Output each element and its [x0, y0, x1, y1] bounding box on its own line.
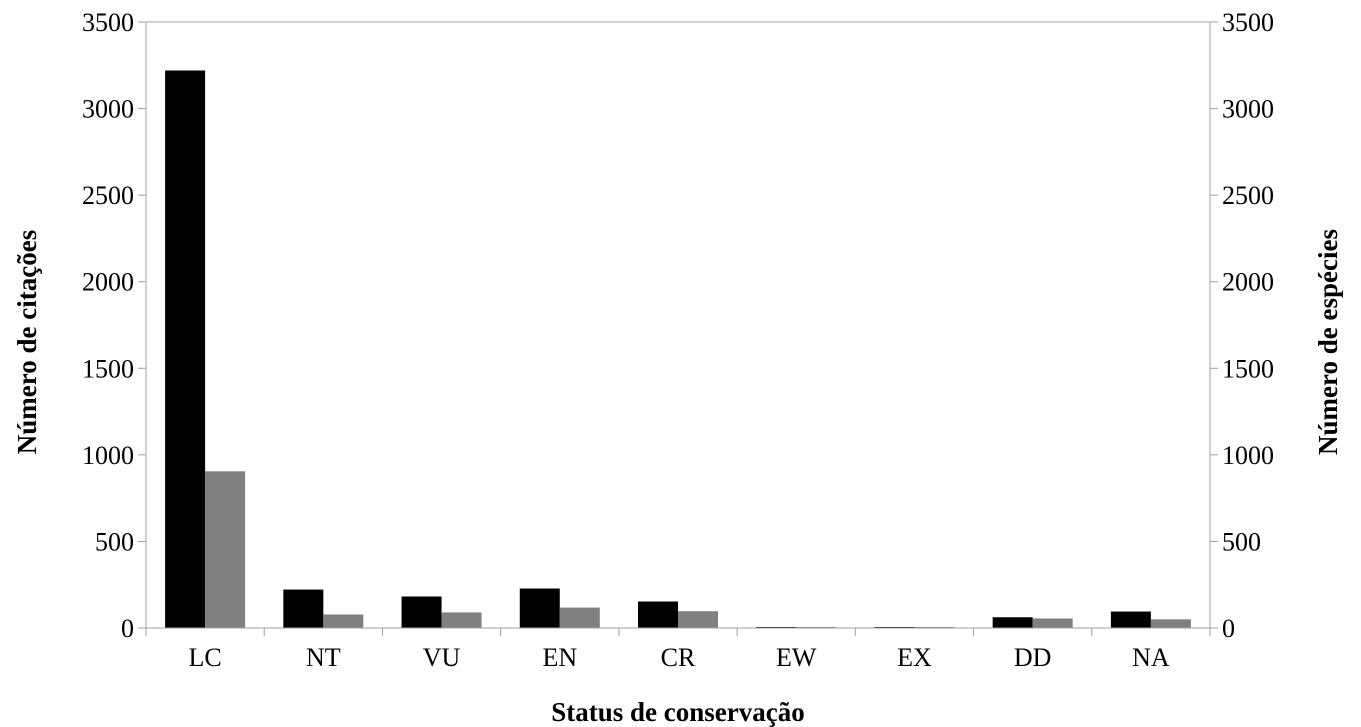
y-tick-label-left: 1500: [82, 354, 134, 383]
y-tick-label-left: 3500: [82, 8, 134, 37]
y-tick-label-right: 3000: [1222, 95, 1274, 124]
y-tick-label-left: 500: [95, 527, 134, 556]
x-tick-label: EN: [542, 643, 577, 672]
y-tick-label-right: 500: [1222, 527, 1261, 556]
bars-group: [165, 70, 1191, 629]
y-tick-label-right: 1000: [1222, 441, 1274, 470]
y-tick-label-right: 2500: [1222, 181, 1274, 210]
bar-citacoes: [401, 596, 442, 628]
bar-citacoes: [1110, 611, 1151, 628]
x-tick-label: VU: [423, 643, 461, 672]
x-tick-label: DD: [1014, 643, 1052, 672]
y-tick-label-left: 2500: [82, 181, 134, 210]
y-tick-label-left: 1000: [82, 441, 134, 470]
bar-citacoes: [165, 70, 206, 629]
y-axis-title-left: Número de citações: [12, 230, 42, 454]
x-tick-label: NT: [306, 643, 341, 672]
y-tick-label-right: 0: [1222, 614, 1235, 643]
x-tick-label: NA: [1132, 643, 1170, 672]
x-tick-label: CR: [661, 643, 696, 672]
y-tick-label-right: 2000: [1222, 268, 1274, 297]
bar-especies: [1150, 619, 1191, 628]
y-tick-label-left: 2000: [82, 268, 134, 297]
x-axis-title: Status de conservação: [551, 697, 804, 727]
bar-citacoes: [638, 601, 678, 628]
y-tick-label-right: 3500: [1222, 8, 1274, 37]
bar-citacoes: [283, 589, 324, 628]
y-tick-label-left: 3000: [82, 95, 134, 124]
bar-especies: [1032, 618, 1073, 628]
plot-border: [145, 21, 1211, 629]
bar-especies: [441, 612, 482, 628]
x-tick-label: LC: [188, 643, 221, 672]
bar-especies: [678, 611, 718, 628]
bar-especies: [205, 471, 246, 628]
x-tick-label: EW: [776, 643, 817, 672]
y-tick-label-right: 1500: [1222, 354, 1274, 383]
y-axis-title-right: Número de espécies: [1313, 229, 1343, 455]
bar-citacoes: [992, 617, 1033, 628]
y-tick-label-left: 0: [121, 614, 134, 643]
ticks-group: 0 500 1000 1500 2000 2500 3000 3500 0 500 1000 1500…: [82, 8, 1274, 672]
bar-especies: [559, 607, 600, 628]
plot-frame: [145, 21, 1211, 629]
x-tick-label: EX: [897, 643, 932, 672]
bar-citacoes: [519, 588, 560, 628]
bar-especies: [323, 614, 364, 628]
